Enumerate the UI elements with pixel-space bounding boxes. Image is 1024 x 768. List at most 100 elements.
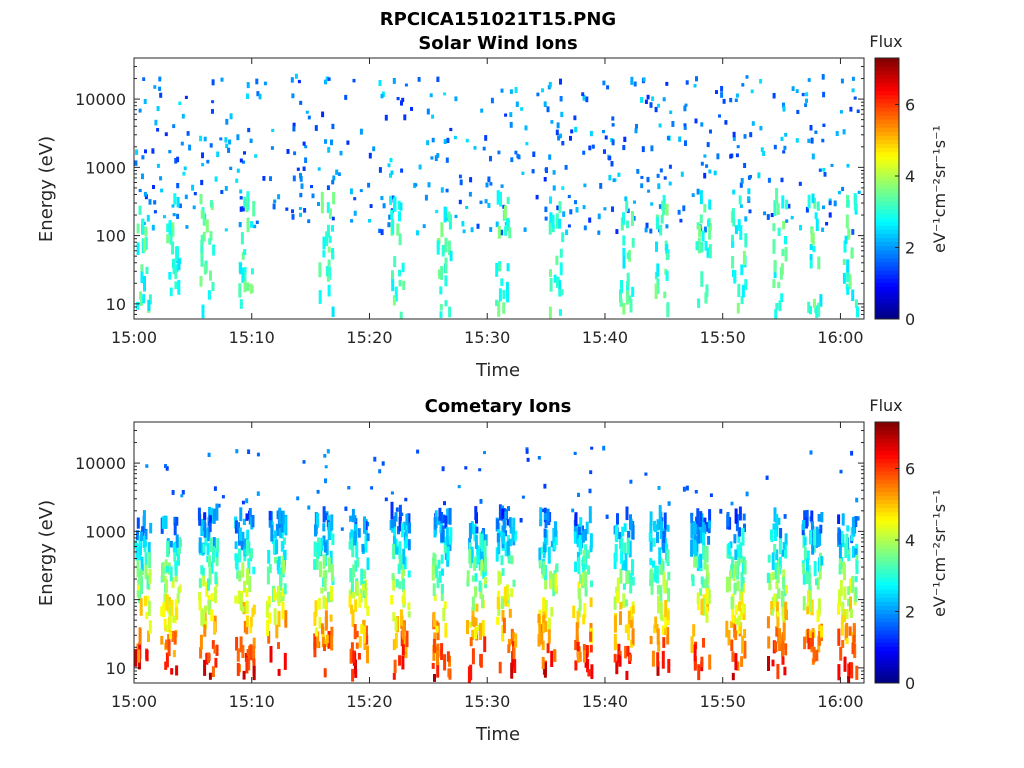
flux-cell [324, 610, 328, 629]
flux-cell [208, 599, 212, 615]
flux-cell [622, 145, 626, 151]
flux-cell [397, 200, 401, 210]
flux-cell [489, 227, 493, 232]
flux-cell [292, 175, 296, 182]
y-tick-label: 100 [95, 591, 126, 610]
flux-cell [842, 129, 846, 135]
colorbar-step [875, 658, 899, 664]
flux-cell [782, 576, 786, 590]
flux-cell [514, 633, 518, 648]
flux-cell [706, 247, 710, 258]
flux-cell [225, 118, 229, 125]
flux-cell [416, 230, 419, 236]
flux-cell [398, 269, 402, 277]
colorbar-step [875, 523, 899, 529]
flux-cell [326, 202, 330, 213]
flux-cell [805, 206, 809, 213]
flux-cell [807, 565, 811, 575]
flux-cell [364, 588, 368, 597]
colorbar-step [875, 62, 899, 67]
flux-cell [197, 507, 201, 521]
flux-cell [500, 555, 504, 566]
flux-cell [820, 556, 824, 566]
flux-cell [702, 598, 706, 616]
flux-cell [659, 585, 663, 602]
flux-cell [559, 96, 563, 102]
flux-cell [807, 78, 811, 82]
flux-cell [700, 656, 704, 668]
flux-cell [691, 193, 695, 197]
flux-cell [207, 526, 211, 542]
flux-cell [557, 135, 561, 141]
flux-cell [736, 580, 740, 592]
flux-cell [184, 95, 188, 99]
flux-cell [504, 226, 508, 236]
colorbar-step [875, 217, 899, 222]
flux-cell [168, 220, 172, 235]
flux-cell [535, 194, 539, 200]
flux-cell [549, 277, 553, 292]
flux-cell [734, 508, 738, 524]
flux-cell [243, 580, 246, 593]
flux-cell [242, 160, 245, 164]
flux-cell [784, 533, 788, 546]
flux-cell [784, 247, 788, 262]
flux-cell [699, 588, 703, 596]
flux-cell [146, 575, 150, 582]
flux-cell [845, 214, 849, 229]
colorbar-step [875, 200, 899, 206]
flux-cell [241, 562, 245, 578]
flux-cell [402, 578, 405, 592]
flux-cell [407, 611, 411, 618]
flux-cell [245, 513, 249, 521]
flux-cell [138, 205, 142, 215]
flux-cell [747, 188, 751, 195]
flux-cell [801, 92, 805, 97]
flux-cell [366, 645, 369, 664]
flux-cell [546, 643, 550, 654]
flux-cell [656, 278, 660, 294]
flux-cell [466, 620, 469, 635]
flux-cell [821, 227, 825, 232]
flux-cell [446, 546, 450, 561]
flux-cell [743, 640, 747, 659]
flux-cell [603, 207, 607, 211]
flux-cell [574, 512, 578, 527]
flux-cell [506, 584, 509, 601]
flux-cell [480, 560, 484, 576]
flux-cell [703, 226, 707, 233]
colorbar-step [875, 576, 899, 582]
flux-cell [249, 626, 253, 634]
flux-cell [582, 150, 586, 155]
flux-cell [748, 209, 752, 214]
flux-cell [431, 137, 435, 143]
flux-cell [391, 270, 394, 283]
flux-cell [541, 88, 544, 93]
flux-cell [780, 136, 784, 141]
flux-cell [544, 620, 548, 632]
flux-cell [398, 211, 401, 222]
flux-cell [136, 242, 140, 255]
flux-cell [731, 651, 735, 662]
flux-cell [298, 207, 302, 210]
flux-cell [780, 293, 784, 302]
flux-cell [471, 606, 475, 624]
flux-cell [731, 208, 735, 222]
flux-cell [324, 465, 328, 469]
flux-cell [661, 200, 665, 211]
flux-cell [611, 116, 615, 121]
cometary-axes-box [133, 421, 865, 684]
flux-cell [703, 204, 707, 213]
flux-cell [693, 521, 696, 535]
flux-cell [552, 582, 556, 597]
flux-cell [851, 575, 855, 593]
flux-cell [373, 456, 377, 462]
flux-cell [188, 144, 192, 151]
flux-cell [837, 514, 841, 524]
flux-cell [777, 281, 781, 289]
flux-cell [304, 157, 308, 163]
flux-cell [559, 78, 562, 85]
cometary-x-axis: 15:00 15:10 15:20 15:30 15:40 15:50 16:00 [111, 422, 864, 711]
flux-cell [664, 628, 667, 636]
flux-cell [378, 228, 382, 233]
